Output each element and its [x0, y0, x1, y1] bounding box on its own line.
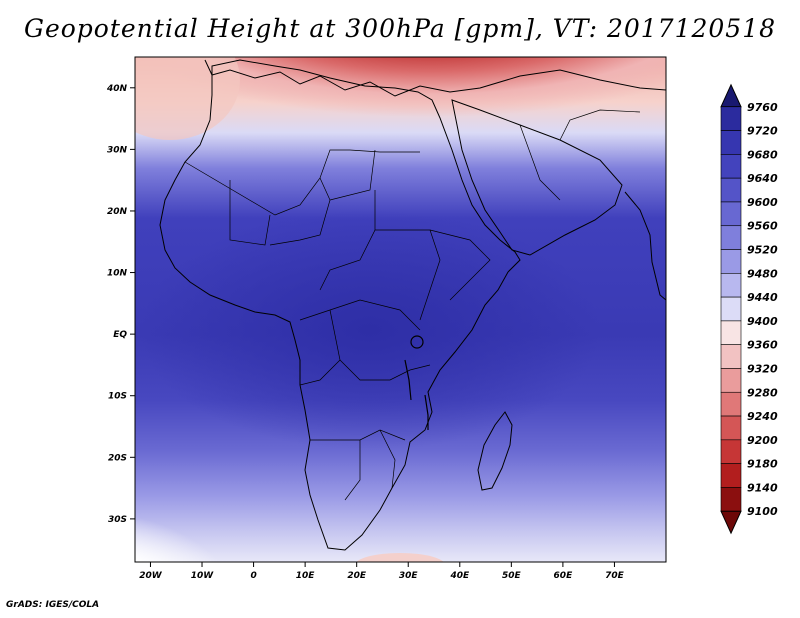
- lake-tanganyika: [404, 359, 412, 401]
- border-line: [344, 440, 361, 501]
- latitude-axis: 40N 30N 20N 10N EQ 10S 20S 30S: [106, 84, 135, 525]
- lat-tick-label: 40N: [106, 84, 128, 94]
- map-frame: [134, 56, 667, 563]
- border-line: [429, 229, 491, 301]
- border-line: [319, 190, 376, 291]
- colorbar-label: 9480: [747, 267, 778, 280]
- lat-tick-label: 10N: [107, 269, 128, 279]
- colorbar-label: 9520: [747, 244, 778, 257]
- colorbar-swatch: [720, 344, 742, 369]
- lon-tick-label: 30E: [399, 571, 419, 581]
- colorbar-label: 9440: [747, 291, 778, 304]
- lon-tick-label: 40E: [449, 571, 470, 581]
- lon-tick-label: 10E: [296, 571, 316, 581]
- border-line: [339, 359, 431, 381]
- colorbar-swatch: [720, 296, 742, 322]
- southwest-low-region: [135, 510, 240, 562]
- colorbar-label: 9320: [747, 362, 778, 375]
- lon-tick-label: 20W: [139, 571, 163, 581]
- colorbar-label: 9240: [747, 410, 778, 423]
- colorbar-label: 9560: [747, 220, 778, 233]
- tropical-core-region: [140, 210, 600, 450]
- colorbar-label: 9720: [747, 125, 778, 138]
- lon-tick-label: 70E: [605, 571, 625, 581]
- colorbar-label: 9180: [747, 458, 778, 471]
- colorbar-swatch: [720, 415, 742, 441]
- southern-low-spot: [356, 553, 444, 562]
- colorbar-swatch: [720, 225, 742, 250]
- colorbar: 9760 9720 9680 9640 9600 9560 9520 9480 9440 9400…: [720, 83, 778, 535]
- lon-tick-label: 10W: [191, 571, 215, 581]
- lakes: [404, 335, 429, 430]
- longitude-axis: 20W 10W 0 10E 20E 30E 40E 50E 60E 70E: [139, 562, 625, 581]
- border-line: [269, 177, 331, 246]
- colorbar-label: 9280: [747, 386, 778, 399]
- colorbar-swatch: [720, 439, 742, 464]
- lat-tick-label: 20N: [107, 207, 128, 217]
- india-coastline: [624, 191, 666, 301]
- lake-malawi: [424, 394, 429, 430]
- border-line: [299, 309, 341, 386]
- colorbar-swatch: [720, 368, 742, 393]
- atlantic-ridge-region: [135, 57, 240, 140]
- lake-victoria: [410, 335, 424, 349]
- lat-tick-label: EQ: [113, 330, 127, 340]
- lon-tick-label: 50E: [502, 571, 522, 581]
- lat-tick-label: 20S: [108, 453, 127, 463]
- colorbar-cap-bottom: [720, 510, 742, 535]
- colorbar-swatch: [720, 249, 742, 274]
- border-line: [559, 109, 641, 141]
- border-line: [519, 124, 561, 201]
- colorbar-swatch: [720, 154, 742, 179]
- colorbar-swatch: [720, 273, 742, 298]
- colorbar-label: 9760: [747, 101, 778, 114]
- border-line: [310, 429, 406, 441]
- colorbar-label: 9680: [747, 148, 778, 161]
- border-line: [299, 299, 421, 331]
- colorbar-swatch: [720, 320, 742, 345]
- colorbar-swatch: [720, 106, 742, 131]
- border-line: [229, 180, 271, 246]
- border-line: [329, 149, 376, 201]
- colorbar-swatch: [720, 463, 742, 488]
- colorbar-label: 9400: [747, 315, 778, 328]
- europe-coastline: [204, 59, 666, 97]
- colorbar-label: 9200: [747, 434, 778, 447]
- country-borders: [184, 109, 641, 501]
- lat-tick-label: 30N: [107, 145, 128, 155]
- lat-tick-label: 30S: [108, 515, 127, 525]
- colorbar-label: 9640: [747, 172, 778, 185]
- colorbar-label: 9600: [747, 196, 778, 209]
- colorbar-swatch: [720, 201, 742, 227]
- colorbar-label: 9360: [747, 339, 778, 352]
- border-line: [375, 229, 441, 321]
- colorbar-swatch: [720, 177, 742, 203]
- lat-tick-label: 10S: [108, 392, 127, 402]
- colorbar-swatch: [720, 487, 742, 512]
- colorbar-swatch: [720, 130, 742, 155]
- lon-tick-label: 20E: [347, 571, 367, 581]
- colorbar-swatch: [720, 391, 742, 417]
- lon-tick-label: 60E: [554, 571, 574, 581]
- border-line: [379, 429, 396, 489]
- arabia-coastline: [451, 99, 623, 256]
- credit-label: GrADS: IGES/COLA: [6, 600, 100, 610]
- madagascar-coastline: [477, 411, 513, 491]
- map-title: Geopotential Height at 300hPa [gpm], VT:…: [23, 14, 777, 43]
- colorbar-label: 9140: [747, 481, 778, 494]
- colorbar-cap-top: [720, 83, 742, 108]
- lon-tick-label: 0: [250, 571, 256, 581]
- colorbar-label: 9100: [747, 505, 778, 518]
